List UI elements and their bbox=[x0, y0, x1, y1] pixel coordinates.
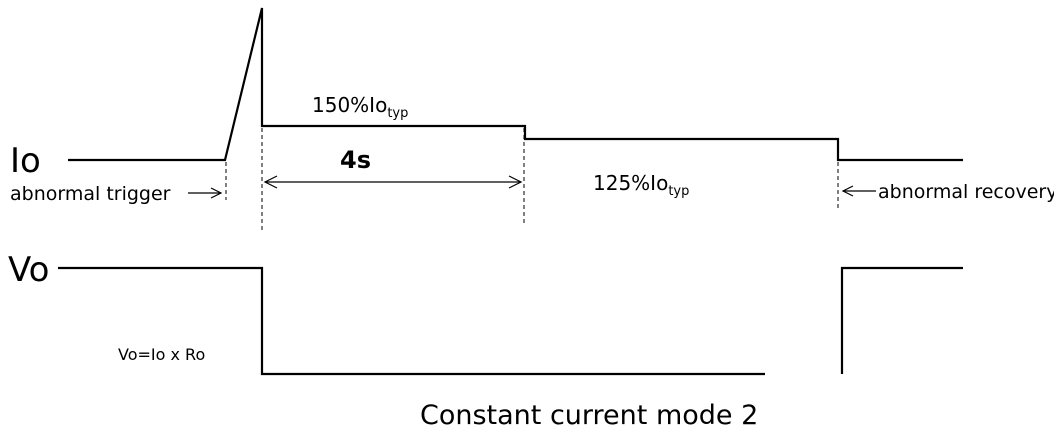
recovery-arrow bbox=[841, 185, 876, 197]
peak-level-label: 150%Iotyp bbox=[312, 93, 408, 121]
trigger-arrow bbox=[188, 187, 223, 199]
abnormal-trigger-label: abnormal trigger bbox=[10, 183, 171, 205]
diagram-caption: Constant current mode 2 bbox=[420, 400, 758, 431]
vo-waveform-high bbox=[58, 266, 765, 376]
vo-formula-label: Vo=Io x Ro bbox=[118, 345, 205, 364]
vo-signal-label: Vo bbox=[8, 250, 49, 290]
duration-arrow bbox=[263, 175, 523, 189]
duration-label: 4s bbox=[340, 146, 371, 174]
sustained-level-label: 125%Iotyp bbox=[593, 171, 689, 199]
io-waveform bbox=[68, 7, 963, 162]
io-signal-label: Io bbox=[10, 141, 41, 181]
abnormal-recovery-label: abnormal recovery bbox=[878, 181, 1054, 203]
vo-waveform-recovery bbox=[840, 266, 963, 374]
